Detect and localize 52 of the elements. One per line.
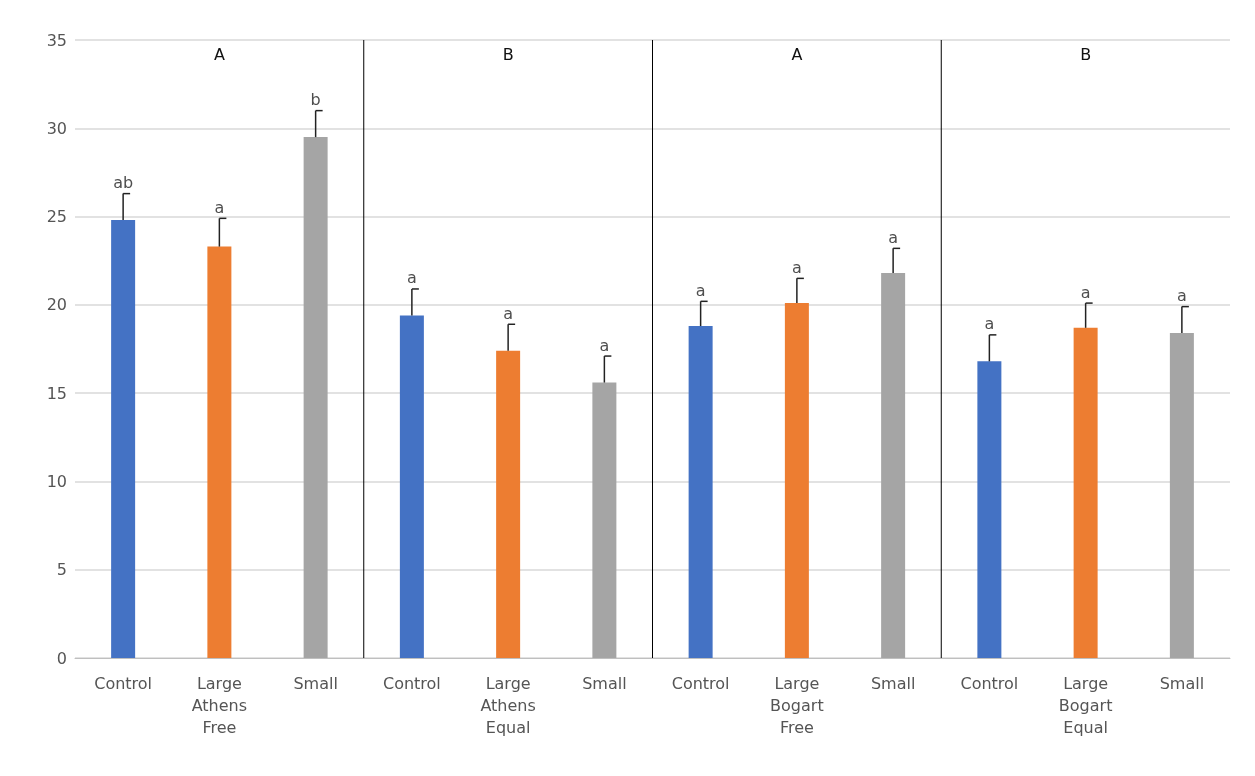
data-label: a [1080, 282, 1091, 302]
data-label: ab [113, 173, 134, 193]
bar [688, 326, 713, 658]
bar [784, 303, 809, 658]
y-tick-label: 0 [56, 648, 67, 668]
x-tick-label: Control [382, 673, 441, 693]
y-tick-label: 20 [46, 295, 67, 315]
x-tick-label: Small [293, 673, 338, 693]
data-label: b [310, 90, 321, 110]
bar [881, 273, 906, 658]
annotation: A [791, 44, 803, 64]
annotation: A [213, 44, 225, 64]
x-tick-label: Large [774, 673, 820, 693]
y-tick-label: 30 [46, 118, 67, 138]
x-tick-label: Small [870, 673, 916, 693]
x-tick-label: Large [196, 673, 242, 693]
text: Athens Free [191, 695, 248, 737]
bar [1073, 327, 1098, 658]
y-tick-label: 5 [56, 560, 67, 580]
bar [303, 137, 328, 658]
bar [496, 350, 521, 658]
data-label: a [695, 280, 706, 300]
bar [1169, 333, 1194, 658]
x-tick-label: Large [485, 673, 531, 693]
x-tick-label: Small [582, 673, 627, 693]
annotation: B [502, 44, 514, 64]
x-tick-label: Control [671, 673, 730, 693]
data-label: a [599, 335, 610, 355]
bar [977, 361, 1002, 658]
x-tick-label: Control [94, 673, 153, 693]
bar [399, 315, 424, 658]
y-tick-label: 25 [46, 207, 67, 227]
bar [592, 382, 617, 658]
y-tick-label: 15 [46, 383, 67, 403]
bar [207, 246, 232, 658]
data-label: a [984, 314, 995, 334]
y-tick-label: 10 [46, 471, 67, 491]
text: Bogart Free [770, 695, 824, 737]
annotation: B [1080, 44, 1092, 64]
x-tick-label: Small [1159, 673, 1205, 693]
data-label: a [1176, 286, 1187, 306]
data-label: a [214, 197, 225, 217]
bar [111, 220, 136, 658]
data-label: a [406, 268, 417, 288]
data-label: a [791, 257, 802, 277]
y-tick-label: 35 [46, 30, 67, 50]
x-tick-label: Large [1063, 673, 1109, 693]
x-tick-label: Control [960, 673, 1019, 693]
data-label: a [888, 227, 899, 247]
text: Athens Equal [480, 695, 536, 737]
data-label: a [503, 303, 514, 323]
text: Bogart Equal [1058, 695, 1113, 737]
